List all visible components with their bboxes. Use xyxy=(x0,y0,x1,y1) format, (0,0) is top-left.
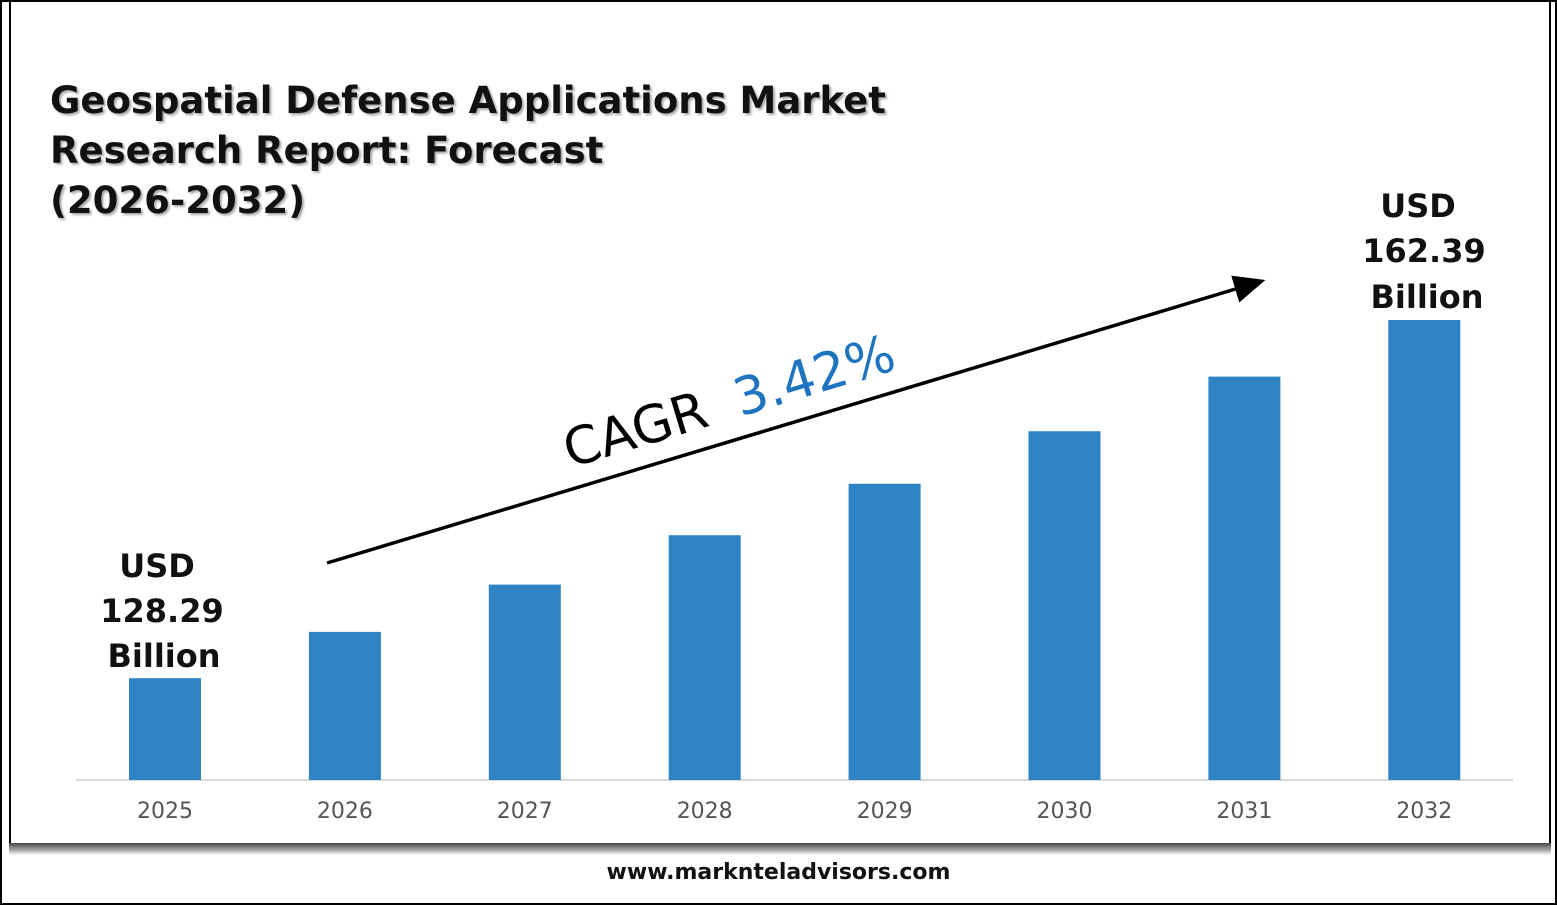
end-label-line2: 162.39 xyxy=(1362,232,1485,270)
bar-2025 xyxy=(129,678,201,780)
bar-2031 xyxy=(1208,376,1281,780)
footer-url[interactable]: www.marknteladvisors.com xyxy=(606,860,951,885)
chart-frame xyxy=(9,0,1551,845)
start-label-line1: USD xyxy=(119,547,195,585)
cagr-value: 3.42% xyxy=(727,324,902,429)
x-tick-2028: 2028 xyxy=(677,799,733,824)
cagr-annotation: CAGR 3.42% xyxy=(556,324,902,481)
end-label-line1: USD xyxy=(1380,187,1456,225)
x-tick-2025: 2025 xyxy=(137,799,193,824)
bar-2032 xyxy=(1388,320,1461,780)
bar-2029 xyxy=(848,483,921,780)
bar-2028 xyxy=(668,535,741,780)
x-tick-2032: 2032 xyxy=(1396,799,1452,824)
bar-2030 xyxy=(1028,431,1101,780)
end-label-line3: Billion xyxy=(1370,278,1483,316)
x-tick-2027: 2027 xyxy=(497,799,553,824)
x-tick-2026: 2026 xyxy=(317,799,373,824)
start-label-line2: 128.29 xyxy=(100,592,223,630)
x-tick-2030: 2030 xyxy=(1037,799,1093,824)
chart-title: Geospatial Defense Applications Market R… xyxy=(50,79,886,222)
x-tick-2029: 2029 xyxy=(857,799,913,824)
growth-arrow xyxy=(326,275,1266,565)
bar-2027 xyxy=(488,584,561,780)
frame-shadow xyxy=(9,843,1551,855)
svg-text:CAGR 3.42%: CAGR 3.42% xyxy=(556,324,902,481)
x-tick-2031: 2031 xyxy=(1216,799,1272,824)
bar-2026 xyxy=(308,631,381,780)
cagr-prefix: CAGR xyxy=(556,380,714,480)
start-label-line3: Billion xyxy=(107,637,220,675)
